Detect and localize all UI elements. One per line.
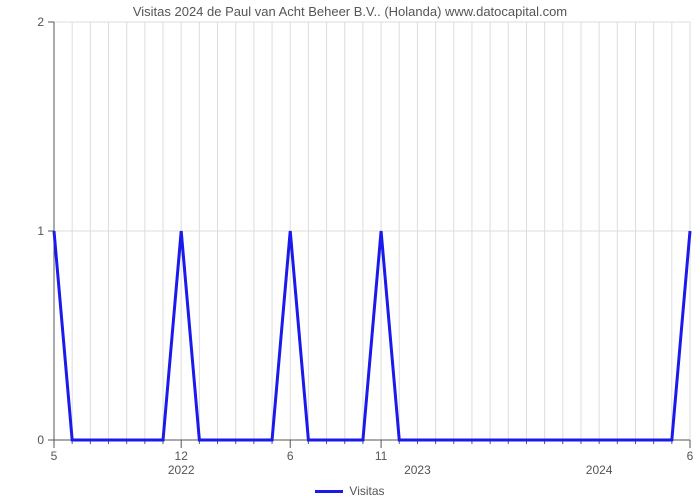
line-chart: 0125126116202220232024 xyxy=(0,0,700,500)
svg-text:2023: 2023 xyxy=(404,463,431,477)
svg-text:12: 12 xyxy=(175,449,189,463)
svg-text:2: 2 xyxy=(37,15,44,29)
svg-text:5: 5 xyxy=(51,449,58,463)
chart-container: Visitas 2024 de Paul van Acht Beheer B.V… xyxy=(0,0,700,500)
svg-text:11: 11 xyxy=(375,449,388,463)
svg-text:6: 6 xyxy=(287,449,294,463)
svg-text:1: 1 xyxy=(37,224,44,238)
legend-label: Visitas xyxy=(349,484,384,498)
svg-text:2024: 2024 xyxy=(586,463,613,477)
svg-text:2022: 2022 xyxy=(168,463,195,477)
svg-text:6: 6 xyxy=(687,449,694,463)
svg-text:0: 0 xyxy=(37,433,44,447)
legend-swatch xyxy=(315,490,343,493)
legend: Visitas xyxy=(0,484,700,498)
